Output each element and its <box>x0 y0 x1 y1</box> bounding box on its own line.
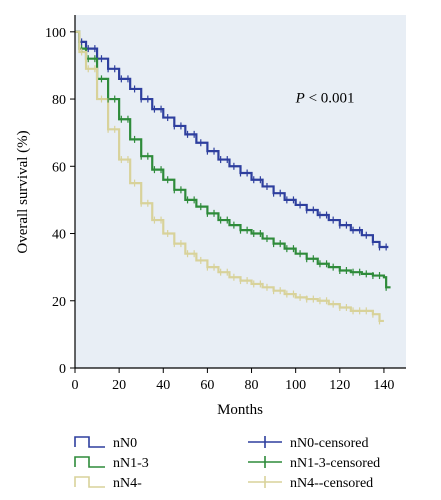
legend-label: nN4- <box>113 476 142 491</box>
legend-label: nN0 <box>113 436 137 451</box>
y-tick-label: 60 <box>52 160 66 175</box>
x-tick-label: 40 <box>156 378 170 393</box>
y-axis-title: Overall survival (%) <box>15 130 31 253</box>
tick-labels: 0 20 40 60 80 100 120 140 0 20 40 60 80 100 <box>45 26 394 393</box>
plot-area <box>75 15 406 368</box>
x-tick-label: 100 <box>285 378 306 393</box>
x-tick-label: 20 <box>112 378 126 393</box>
x-tick-label: 0 <box>72 378 79 393</box>
legend-item: nN4- <box>74 476 142 491</box>
legend-step-swatch <box>74 456 105 468</box>
y-tick-label: 80 <box>52 93 66 108</box>
legend-item: nN4--censored <box>248 476 373 491</box>
p-value-annotation: P < 0.001 <box>295 90 355 106</box>
censor-marks <box>81 38 387 325</box>
y-tick-label: 0 <box>59 362 66 377</box>
p-value-symbol: P <box>295 90 305 106</box>
series-line-3 <box>75 30 384 323</box>
x-tick-label: 120 <box>329 378 350 393</box>
y-tick-label: 20 <box>52 295 66 310</box>
legend-label: nN1-3-censored <box>290 456 380 471</box>
axes <box>70 15 406 373</box>
x-tick-label: 140 <box>373 378 394 393</box>
legend-item: nN1-3 <box>74 456 149 471</box>
legend-item: nN0-censored <box>248 436 369 451</box>
p-value-text: < 0.001 <box>305 90 355 106</box>
x-tick-label: 60 <box>200 378 214 393</box>
legend-label: nN1-3 <box>113 456 149 471</box>
legend: nN0 nN0-censored nN1-3 nN1-3-censored nN4- nN… <box>74 436 380 491</box>
y-tick-label: 40 <box>52 228 66 243</box>
series-line-1 <box>75 30 389 249</box>
legend-censor-swatch <box>248 436 282 448</box>
legend-censor-swatch <box>248 476 282 488</box>
legend-item: nN0 <box>74 436 137 451</box>
legend-label: nN0-censored <box>290 436 369 451</box>
x-tick-label: 80 <box>245 378 259 393</box>
legend-censor-swatch <box>248 456 282 468</box>
x-axis-title: Months <box>217 402 263 418</box>
legend-item: nN1-3-censored <box>248 456 380 471</box>
legend-step-swatch <box>74 436 105 448</box>
legend-step-swatch <box>74 476 105 488</box>
y-tick-label: 100 <box>45 26 66 41</box>
legend-label: nN4--censored <box>290 476 373 491</box>
